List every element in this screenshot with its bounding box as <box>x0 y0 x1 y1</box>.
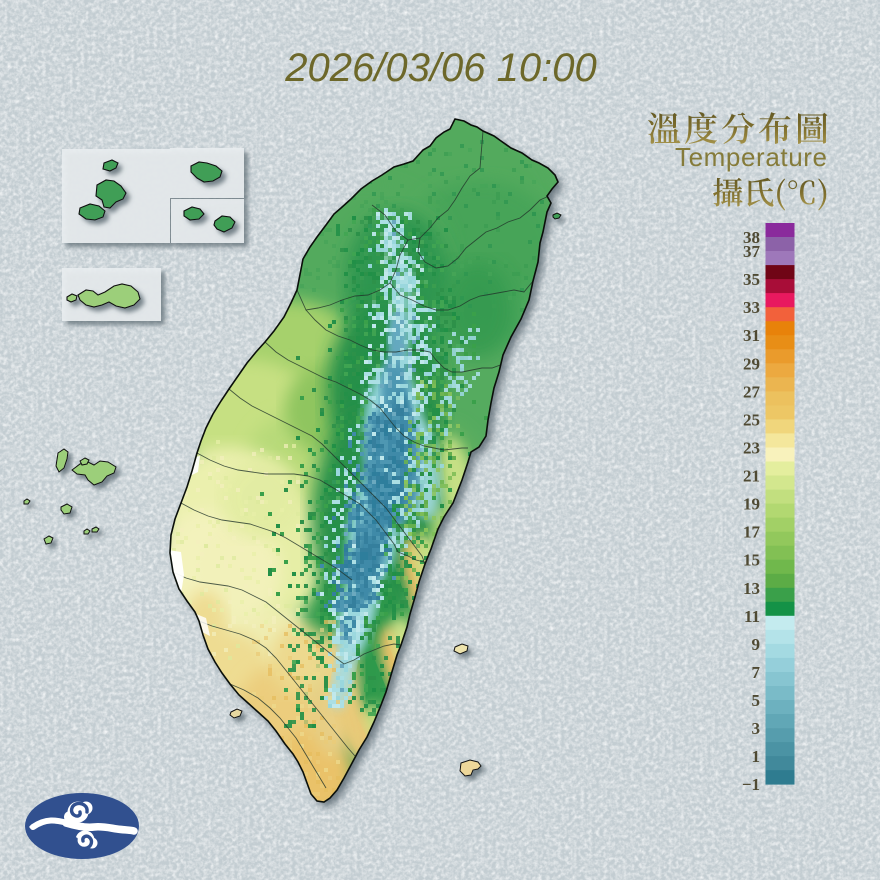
svg-text:15: 15 <box>743 551 760 570</box>
svg-text:25: 25 <box>743 410 760 429</box>
svg-text:31: 31 <box>743 326 760 345</box>
svg-text:13: 13 <box>743 579 760 598</box>
svg-text:Temperature: Temperature <box>675 142 827 172</box>
svg-text:33: 33 <box>743 298 760 317</box>
svg-text:29: 29 <box>743 354 760 373</box>
svg-text:9: 9 <box>752 635 761 654</box>
svg-text:38: 38 <box>743 228 760 247</box>
svg-text:5: 5 <box>752 691 761 710</box>
svg-text:27: 27 <box>743 382 761 401</box>
svg-text:1: 1 <box>752 747 761 766</box>
svg-text:19: 19 <box>743 495 760 514</box>
svg-text:3: 3 <box>752 719 761 738</box>
svg-text:7: 7 <box>752 663 761 682</box>
svg-text:37: 37 <box>743 242 761 261</box>
svg-text:17: 17 <box>743 523 761 542</box>
svg-text:21: 21 <box>743 467 760 486</box>
svg-text:11: 11 <box>744 607 760 626</box>
svg-text:23: 23 <box>743 439 760 458</box>
svg-text:35: 35 <box>743 270 760 289</box>
svg-text:−1: −1 <box>742 775 760 794</box>
svg-text:2026/03/06 10:00: 2026/03/06 10:00 <box>284 46 596 90</box>
